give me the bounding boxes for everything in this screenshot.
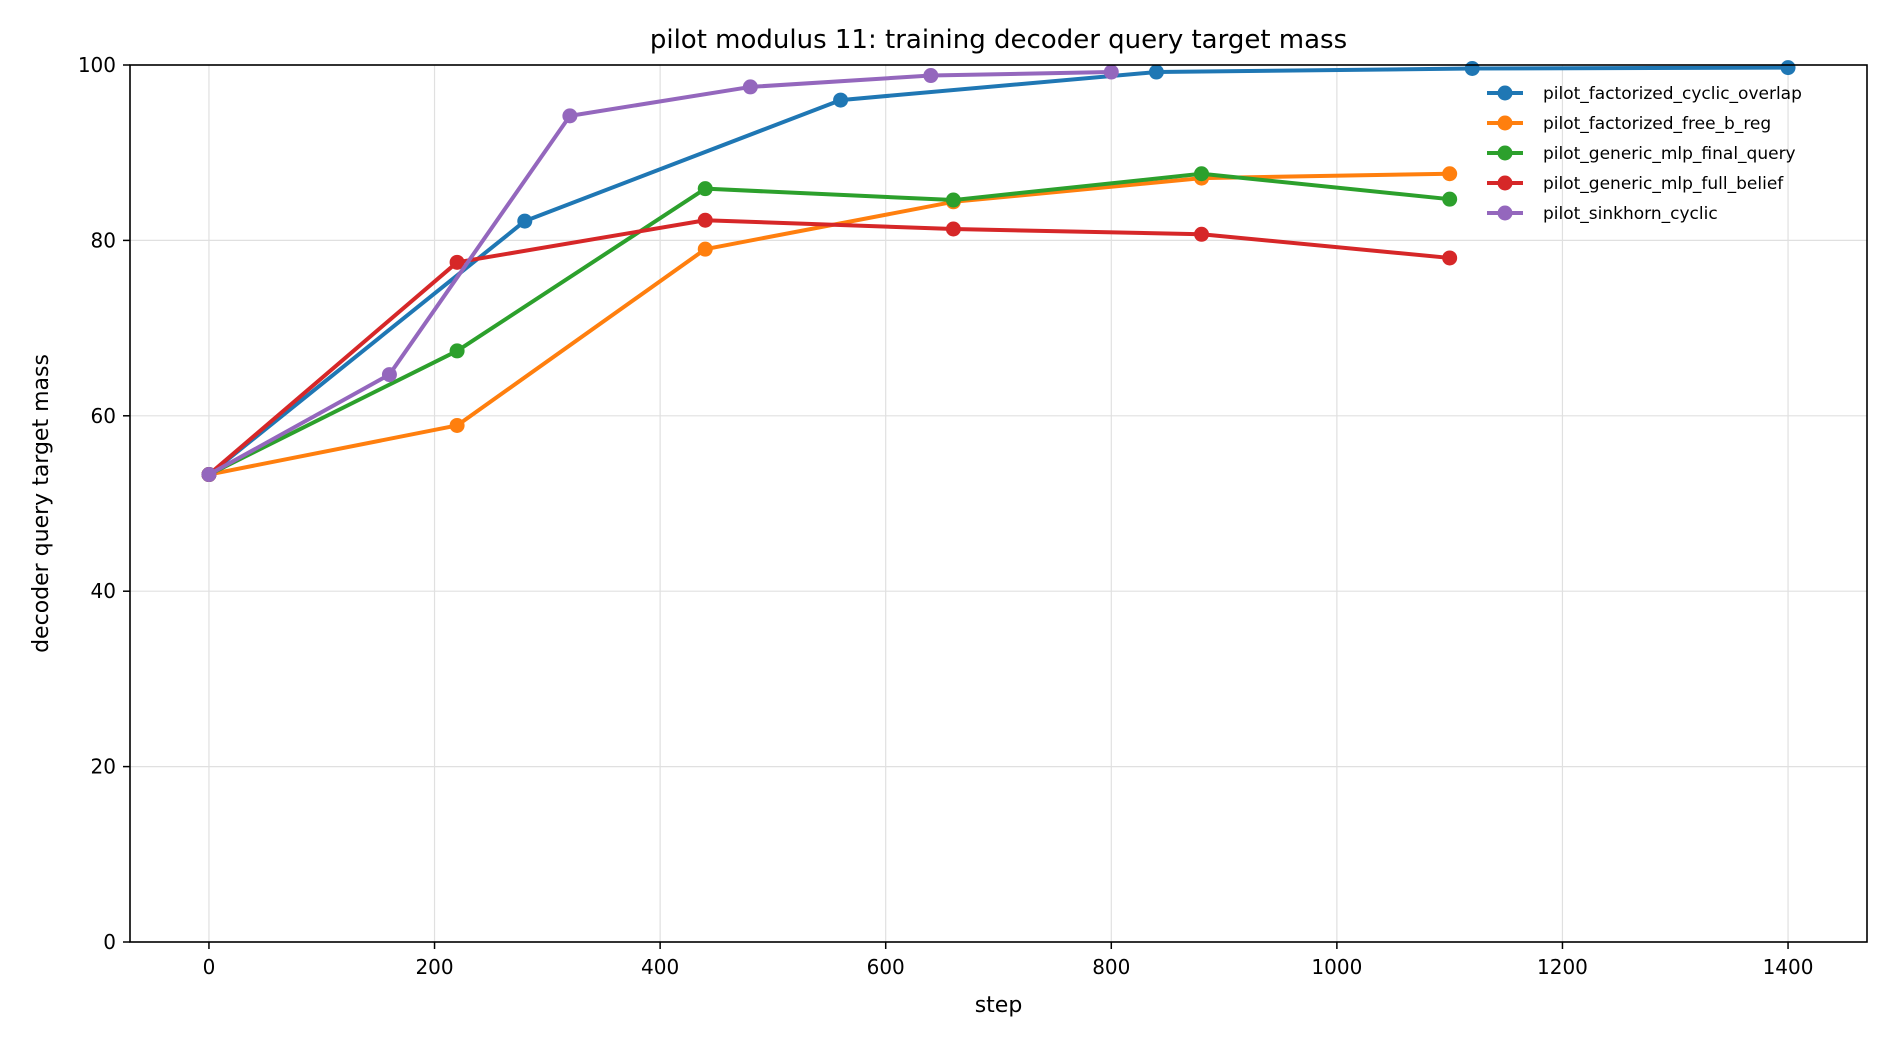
x-tick-label: 1400 xyxy=(1763,955,1814,979)
data-point xyxy=(923,68,939,84)
data-point xyxy=(1442,250,1458,266)
legend-swatch-marker xyxy=(1497,145,1513,161)
x-tick-label: 1000 xyxy=(1311,955,1362,979)
data-point xyxy=(1780,60,1796,76)
data-point xyxy=(697,241,713,257)
series-line xyxy=(206,65,1791,477)
legend-item: pilot_factorized_free_b_reg xyxy=(1487,114,1771,134)
data-point xyxy=(381,367,397,383)
data-point xyxy=(1464,61,1480,77)
x-tick-label: 600 xyxy=(867,955,905,979)
x-axis-label: step xyxy=(975,993,1023,1018)
series-layer xyxy=(201,60,1796,483)
legend-item: pilot_generic_mlp_full_belief xyxy=(1487,174,1784,194)
data-point xyxy=(833,92,849,108)
legend-label: pilot_factorized_cyclic_overlap xyxy=(1543,84,1802,104)
legend-label: pilot_generic_mlp_full_belief xyxy=(1543,174,1784,194)
data-point xyxy=(1194,166,1210,182)
legend-item: pilot_sinkhorn_cyclic xyxy=(1487,204,1718,224)
data-point xyxy=(517,213,533,229)
data-point xyxy=(201,467,217,483)
y-tick-label: 0 xyxy=(103,930,116,954)
data-point xyxy=(945,221,961,237)
data-point xyxy=(562,108,578,124)
data-point xyxy=(697,212,713,228)
data-point xyxy=(449,254,465,270)
data-point xyxy=(449,343,465,359)
legend-swatch-marker xyxy=(1497,85,1513,101)
chart-title: pilot modulus 11: training decoder query… xyxy=(650,25,1347,55)
series-line xyxy=(206,171,1452,477)
y-axis-label: decoder query target mass xyxy=(29,354,54,653)
data-point xyxy=(742,79,758,95)
y-tick-label: 40 xyxy=(91,579,116,603)
x-tick-label: 800 xyxy=(1092,955,1130,979)
data-point xyxy=(1103,64,1119,80)
legend-label: pilot_sinkhorn_cyclic xyxy=(1543,204,1718,224)
legend-item: pilot_factorized_cyclic_overlap xyxy=(1487,84,1802,104)
x-tick-label: 1200 xyxy=(1537,955,1588,979)
y-tick-label: 60 xyxy=(91,404,116,428)
data-point xyxy=(1442,166,1458,182)
y-tick-label: 80 xyxy=(91,228,116,252)
y-tick-label: 20 xyxy=(91,755,116,779)
data-point xyxy=(945,192,961,208)
x-tick-label: 0 xyxy=(203,955,216,979)
data-point xyxy=(449,417,465,433)
plot-frame xyxy=(129,64,1868,943)
y-tick-label: 100 xyxy=(78,53,116,77)
legend-label: pilot_generic_mlp_final_query xyxy=(1543,144,1796,164)
legend-swatch-marker xyxy=(1497,175,1513,191)
legend-item: pilot_generic_mlp_final_query xyxy=(1487,144,1796,164)
legend-swatch-marker xyxy=(1497,115,1513,131)
series-line xyxy=(206,218,1452,477)
data-point xyxy=(697,181,713,197)
axis-ticks: 0 200 400 600 800 1000 1200 1400 0 20 40 60 80 100 xyxy=(78,53,1814,979)
data-point xyxy=(1194,226,1210,242)
x-tick-label: 400 xyxy=(641,955,679,979)
data-point xyxy=(1442,191,1458,207)
legend-swatch-marker xyxy=(1497,205,1513,221)
legend-label: pilot_factorized_free_b_reg xyxy=(1543,114,1771,134)
x-tick-label: 200 xyxy=(415,955,453,979)
legend: pilot_factorized_cyclic_overlap pilot_fac… xyxy=(1487,84,1802,224)
series-pilot_sinkhorn_cyclic xyxy=(201,64,1119,483)
data-point xyxy=(1148,64,1164,80)
series-line xyxy=(206,70,1114,477)
